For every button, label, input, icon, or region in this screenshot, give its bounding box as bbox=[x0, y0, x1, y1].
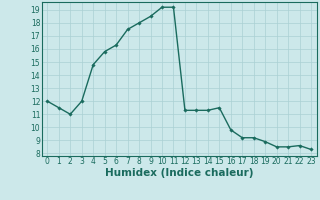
X-axis label: Humidex (Indice chaleur): Humidex (Indice chaleur) bbox=[105, 168, 253, 178]
